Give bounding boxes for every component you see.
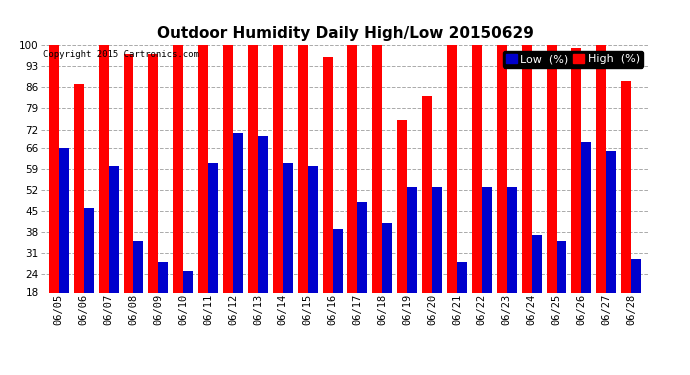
Bar xyxy=(447,45,457,347)
Bar xyxy=(357,202,367,347)
Bar xyxy=(546,45,557,347)
Bar xyxy=(472,45,482,347)
Bar xyxy=(607,151,616,347)
Bar xyxy=(506,187,517,347)
Bar xyxy=(74,84,83,347)
Bar xyxy=(124,54,133,347)
Bar xyxy=(631,259,641,347)
Bar xyxy=(223,45,233,347)
Bar xyxy=(108,166,119,347)
Bar xyxy=(99,45,108,347)
Bar xyxy=(273,45,283,347)
Bar xyxy=(382,223,393,347)
Bar xyxy=(557,241,566,347)
Bar xyxy=(497,45,506,347)
Bar xyxy=(373,45,382,347)
Bar xyxy=(582,142,591,347)
Bar xyxy=(323,57,333,347)
Bar xyxy=(397,120,407,347)
Bar xyxy=(308,166,317,347)
Bar xyxy=(432,187,442,347)
Bar xyxy=(422,96,432,347)
Bar xyxy=(198,45,208,347)
Bar xyxy=(248,45,258,347)
Bar xyxy=(531,235,542,347)
Legend: Low  (%), High  (%): Low (%), High (%) xyxy=(503,51,643,68)
Bar xyxy=(407,187,417,347)
Bar xyxy=(621,81,631,347)
Bar xyxy=(208,163,218,347)
Bar xyxy=(482,187,492,347)
Bar xyxy=(457,262,467,347)
Bar xyxy=(596,45,607,347)
Bar xyxy=(233,132,243,347)
Bar xyxy=(59,148,69,347)
Bar xyxy=(49,45,59,347)
Bar xyxy=(522,45,531,347)
Bar xyxy=(159,262,168,347)
Bar xyxy=(173,45,184,347)
Bar xyxy=(297,45,308,347)
Bar xyxy=(283,163,293,347)
Bar xyxy=(148,54,159,347)
Bar xyxy=(258,135,268,347)
Text: Copyright 2015 Cartronics.com: Copyright 2015 Cartronics.com xyxy=(43,50,199,59)
Bar xyxy=(133,241,144,347)
Bar xyxy=(83,208,94,347)
Bar xyxy=(333,229,342,347)
Title: Outdoor Humidity Daily High/Low 20150629: Outdoor Humidity Daily High/Low 20150629 xyxy=(157,26,533,41)
Bar xyxy=(348,45,357,347)
Bar xyxy=(571,48,582,347)
Bar xyxy=(184,272,193,347)
